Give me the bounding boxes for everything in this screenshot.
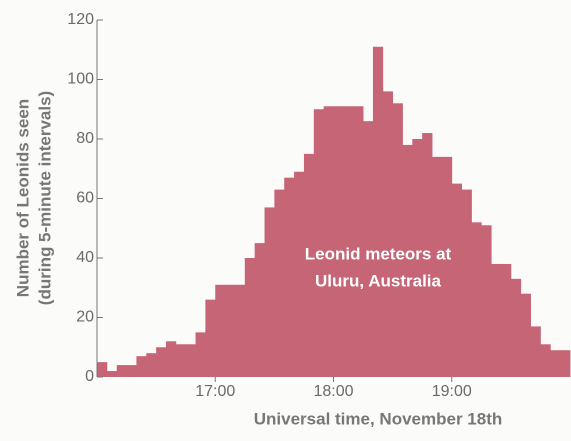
bar <box>313 109 325 377</box>
bar <box>451 183 463 377</box>
bar <box>284 177 295 377</box>
bar <box>402 144 413 377</box>
x-tick-label: 17:00 <box>195 383 235 400</box>
bar <box>343 106 354 378</box>
bar <box>185 344 196 377</box>
bar <box>146 353 157 377</box>
x-tick-label: 18:00 <box>313 383 353 400</box>
y-tick-label: 80 <box>76 130 94 147</box>
bar <box>126 365 137 377</box>
y-tick-label: 60 <box>76 190 94 207</box>
y-axis-label: Number of Leonids seen <box>13 99 32 297</box>
bar <box>303 153 315 377</box>
x-tick-label: 19:00 <box>432 383 472 400</box>
bar <box>294 171 305 377</box>
bar <box>205 299 216 377</box>
bar <box>175 344 187 377</box>
bar <box>264 207 275 377</box>
bar <box>165 341 177 377</box>
bar <box>530 326 541 377</box>
bar <box>225 284 236 377</box>
bar <box>422 133 433 377</box>
bar <box>244 258 256 377</box>
bar <box>510 278 522 377</box>
bar <box>481 225 492 377</box>
bar <box>234 284 246 377</box>
bar <box>116 365 127 377</box>
bar <box>136 356 147 377</box>
bar <box>274 189 285 377</box>
y-axis-label: (during 5-minute intervals) <box>35 91 54 305</box>
bar <box>491 263 502 377</box>
bar <box>540 344 551 377</box>
annotation: Uluru, Australia <box>315 271 441 290</box>
bar <box>195 332 206 377</box>
bar <box>353 106 364 378</box>
bar <box>520 293 531 377</box>
bar <box>471 222 482 377</box>
bar <box>106 371 118 377</box>
bar <box>97 362 108 377</box>
bar <box>254 243 265 377</box>
bar <box>215 284 226 377</box>
bar <box>323 106 334 378</box>
y-tick-label: 40 <box>76 249 94 266</box>
bar <box>550 350 561 377</box>
y-tick-label: 120 <box>67 11 94 28</box>
bar <box>333 106 344 378</box>
bar <box>501 263 512 377</box>
bar <box>372 46 384 378</box>
bar <box>461 189 472 377</box>
y-tick-label: 0 <box>85 368 94 385</box>
bar <box>363 121 374 378</box>
y-tick-label: 100 <box>67 71 94 88</box>
bar <box>432 156 443 377</box>
x-axis-label: Universal time, November 18th <box>254 409 502 428</box>
bar <box>382 91 394 378</box>
y-tick-label: 20 <box>76 309 94 326</box>
bar <box>560 350 571 377</box>
bar <box>412 139 423 377</box>
bar <box>392 103 403 378</box>
bar <box>441 156 453 377</box>
annotation: Leonid meteors at <box>305 244 452 263</box>
bar <box>156 347 167 377</box>
